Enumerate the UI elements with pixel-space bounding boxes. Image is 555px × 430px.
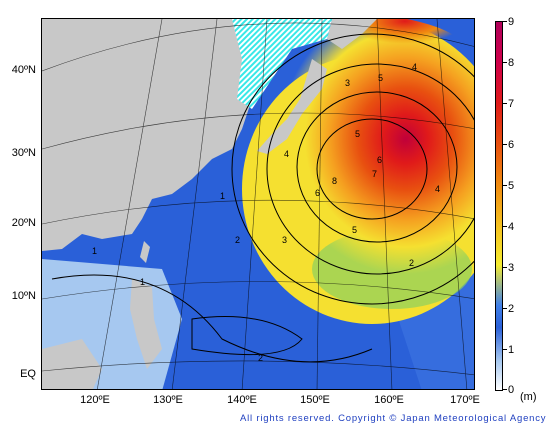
lat-label-30n: 30ºN xyxy=(11,147,36,159)
colorbar-label-9: 9 xyxy=(508,16,515,28)
sea-ice-area xyxy=(232,19,332,109)
borneo-land xyxy=(42,339,102,389)
contour-label: 2 xyxy=(235,235,240,245)
wave-height-map: 1 1 1 2 2 2 3 3 4 4 4 5 5 5 6 6 7 8 xyxy=(41,18,475,390)
colorbar-label-7: 7 xyxy=(508,98,515,110)
japan-land xyxy=(257,59,327,154)
contour-labels: 1 1 1 2 2 2 3 3 4 4 4 5 5 5 6 6 7 8 xyxy=(92,62,440,363)
contour-label: 1 xyxy=(92,246,97,256)
contour-label: 4 xyxy=(435,184,440,194)
colorbar-tick xyxy=(503,267,507,268)
map-canvas: 1 1 1 2 2 2 3 3 4 4 4 5 5 5 6 6 7 8 xyxy=(42,19,474,389)
lon-label-150e: 150ºE xyxy=(300,394,330,406)
asia-land xyxy=(42,19,272,251)
colorbar-label-3: 3 xyxy=(508,262,515,274)
contour-label: 2 xyxy=(258,353,263,363)
contour-label: 4 xyxy=(284,149,289,159)
colorbar-tick xyxy=(503,21,507,22)
colorbar-tick xyxy=(503,308,507,309)
contour-label: 1 xyxy=(220,191,225,201)
contour-label: 2 xyxy=(409,258,414,268)
lon-label-120e: 120ºE xyxy=(80,394,110,406)
graticule xyxy=(42,19,474,389)
lon-label-140e: 140ºE xyxy=(227,394,257,406)
colorbar-unit: (m) xyxy=(520,391,537,403)
colorbar xyxy=(495,21,503,391)
contour-label: 8 xyxy=(332,176,337,186)
contour-label: 3 xyxy=(282,235,287,245)
lon-label-130e: 130ºE xyxy=(153,394,183,406)
lat-label-40n: 40ºN xyxy=(11,64,36,76)
colorbar-tick xyxy=(503,62,507,63)
colorbar-tick xyxy=(503,349,507,350)
contour-label: 6 xyxy=(377,155,382,165)
colorbar-tick xyxy=(503,389,507,390)
contour-label: 7 xyxy=(372,169,377,179)
contours xyxy=(51,33,474,363)
contour-label: 5 xyxy=(352,225,357,235)
taiwan-land xyxy=(140,241,150,263)
lat-label-eq: EQ xyxy=(20,368,36,380)
contour-label: 6 xyxy=(315,188,320,198)
colorbar-label-8: 8 xyxy=(508,57,515,69)
contour-label: 4 xyxy=(412,62,417,72)
colorbar-label-4: 4 xyxy=(508,221,515,233)
lon-label-170e: 170ºE xyxy=(450,394,480,406)
copyright-text: All rights reserved. Copyright © Japan M… xyxy=(240,413,547,424)
colorbar-label-5: 5 xyxy=(508,180,515,192)
colorbar-label-6: 6 xyxy=(508,139,515,151)
lon-label-160e: 160ºE xyxy=(374,394,404,406)
colorbar-tick xyxy=(503,226,507,227)
contour-label: 5 xyxy=(355,129,360,139)
colorbar-tick xyxy=(503,103,507,104)
contour-label: 3 xyxy=(345,78,350,88)
contour-label: 5 xyxy=(378,73,383,83)
colorbar-label-2: 2 xyxy=(508,303,515,315)
colorbar-label-0: 0 xyxy=(508,384,515,396)
colorbar-label-1: 1 xyxy=(508,344,515,356)
colorbar-tick xyxy=(503,185,507,186)
colorbar-tick xyxy=(503,144,507,145)
lat-label-10n: 10ºN xyxy=(11,290,36,302)
contour-label: 1 xyxy=(140,277,145,287)
lat-label-20n: 20ºN xyxy=(11,217,36,229)
philippines-land xyxy=(130,279,162,369)
